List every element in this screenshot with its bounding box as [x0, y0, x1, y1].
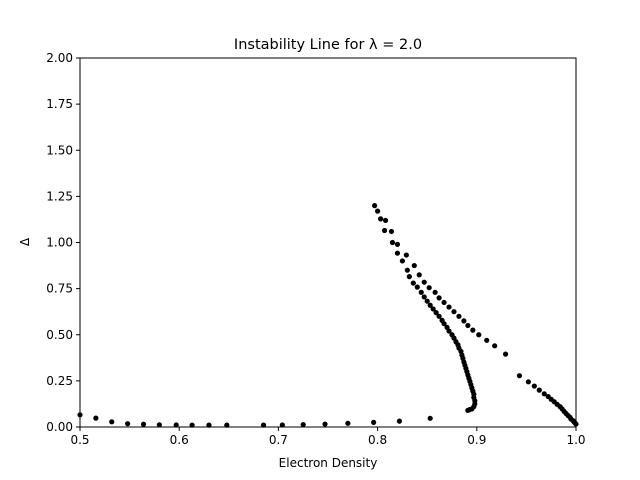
data-point: [224, 422, 230, 428]
data-point: [432, 289, 438, 295]
data-point: [410, 280, 416, 286]
data-point: [424, 298, 430, 304]
data-point: [109, 419, 115, 425]
data-point: [436, 295, 442, 301]
data-point: [427, 302, 433, 308]
y-tick-label: 1.50: [46, 143, 73, 157]
data-point: [441, 299, 447, 306]
data-point: [388, 228, 395, 235]
y-axis-ticks: 0.00 0.25 0.50 0.75 1.00 1.25 1.50 1.75 2.00: [46, 51, 80, 434]
data-point: [525, 379, 531, 385]
data-point: [396, 418, 403, 424]
data-point: [461, 318, 467, 324]
data-point: [394, 250, 401, 256]
data-point: [451, 309, 457, 315]
data-point: [377, 216, 384, 222]
data-point: [492, 343, 498, 349]
data-point: [418, 289, 424, 295]
data-point: [140, 421, 147, 427]
x-tick-label: 0.9: [467, 433, 486, 447]
x-tick-label: 0.8: [368, 433, 387, 447]
y-tick-label: 0.00: [46, 420, 73, 434]
data-point: [430, 306, 436, 312]
data-point: [375, 208, 381, 214]
y-tick-label: 1.00: [46, 236, 73, 250]
axes-frame: [79, 57, 577, 428]
data-point: [345, 420, 351, 426]
data-point: [433, 310, 439, 316]
x-tick-label: 0.7: [269, 433, 288, 447]
data-point: [260, 422, 267, 428]
data-point: [404, 267, 410, 273]
data-point: [406, 274, 412, 280]
data-point: [394, 241, 401, 247]
data-point: [93, 415, 99, 421]
data-point: [189, 422, 195, 428]
data-point: [399, 258, 405, 264]
x-tick-label: 0.5: [70, 433, 89, 447]
data-point: [465, 407, 471, 413]
data-point: [416, 272, 422, 278]
data-point: [465, 322, 471, 329]
data-point: [414, 284, 420, 290]
data-point: [322, 421, 328, 427]
data-point: [446, 328, 452, 334]
y-axis-label: Δ: [18, 237, 32, 246]
data-point: [436, 313, 442, 319]
data-point: [441, 321, 447, 327]
data-point: [421, 279, 427, 285]
data-point: [371, 419, 377, 425]
y-tick-label: 0.75: [46, 282, 73, 296]
data-point: [381, 227, 388, 234]
data-point: [411, 262, 417, 269]
x-axis-ticks: 0.5 0.6 0.7 0.8 0.9 1.0: [70, 427, 586, 447]
data-point: [531, 383, 537, 389]
data-points: [77, 203, 579, 428]
x-tick-label: 1.0: [566, 433, 585, 447]
data-point: [516, 373, 523, 379]
data-point: [536, 387, 542, 393]
data-point: [300, 422, 306, 428]
data-point: [156, 422, 162, 428]
data-point: [456, 313, 462, 319]
data-point: [426, 285, 432, 291]
y-tick-label: 0.25: [46, 374, 73, 388]
data-point: [502, 351, 509, 357]
data-point: [372, 203, 378, 209]
data-point: [389, 239, 396, 246]
data-point: [125, 421, 131, 427]
data-point: [541, 391, 547, 397]
y-tick-label: 2.00: [46, 51, 73, 65]
data-point: [279, 422, 285, 428]
data-point: [446, 304, 452, 310]
x-axis-label: Electron Density: [279, 456, 378, 470]
data-point: [427, 415, 433, 421]
data-point: [476, 332, 482, 338]
data-point: [173, 422, 179, 428]
x-tick-label: 0.6: [170, 433, 189, 447]
data-point: [470, 327, 476, 333]
data-point: [403, 252, 409, 258]
data-point: [206, 422, 212, 428]
plot-area: 0.5 0.6 0.7 0.8 0.9 1.0 0.00 0.25 0.50 0.75 1.00 1…: [46, 51, 585, 447]
y-tick-label: 0.50: [46, 328, 73, 342]
data-point: [421, 294, 427, 300]
data-point: [484, 337, 490, 343]
data-point: [382, 217, 389, 223]
y-tick-label: 1.75: [46, 97, 73, 111]
y-tick-label: 1.25: [46, 189, 73, 203]
chart-title: Instability Line for λ = 2.0: [234, 37, 422, 53]
